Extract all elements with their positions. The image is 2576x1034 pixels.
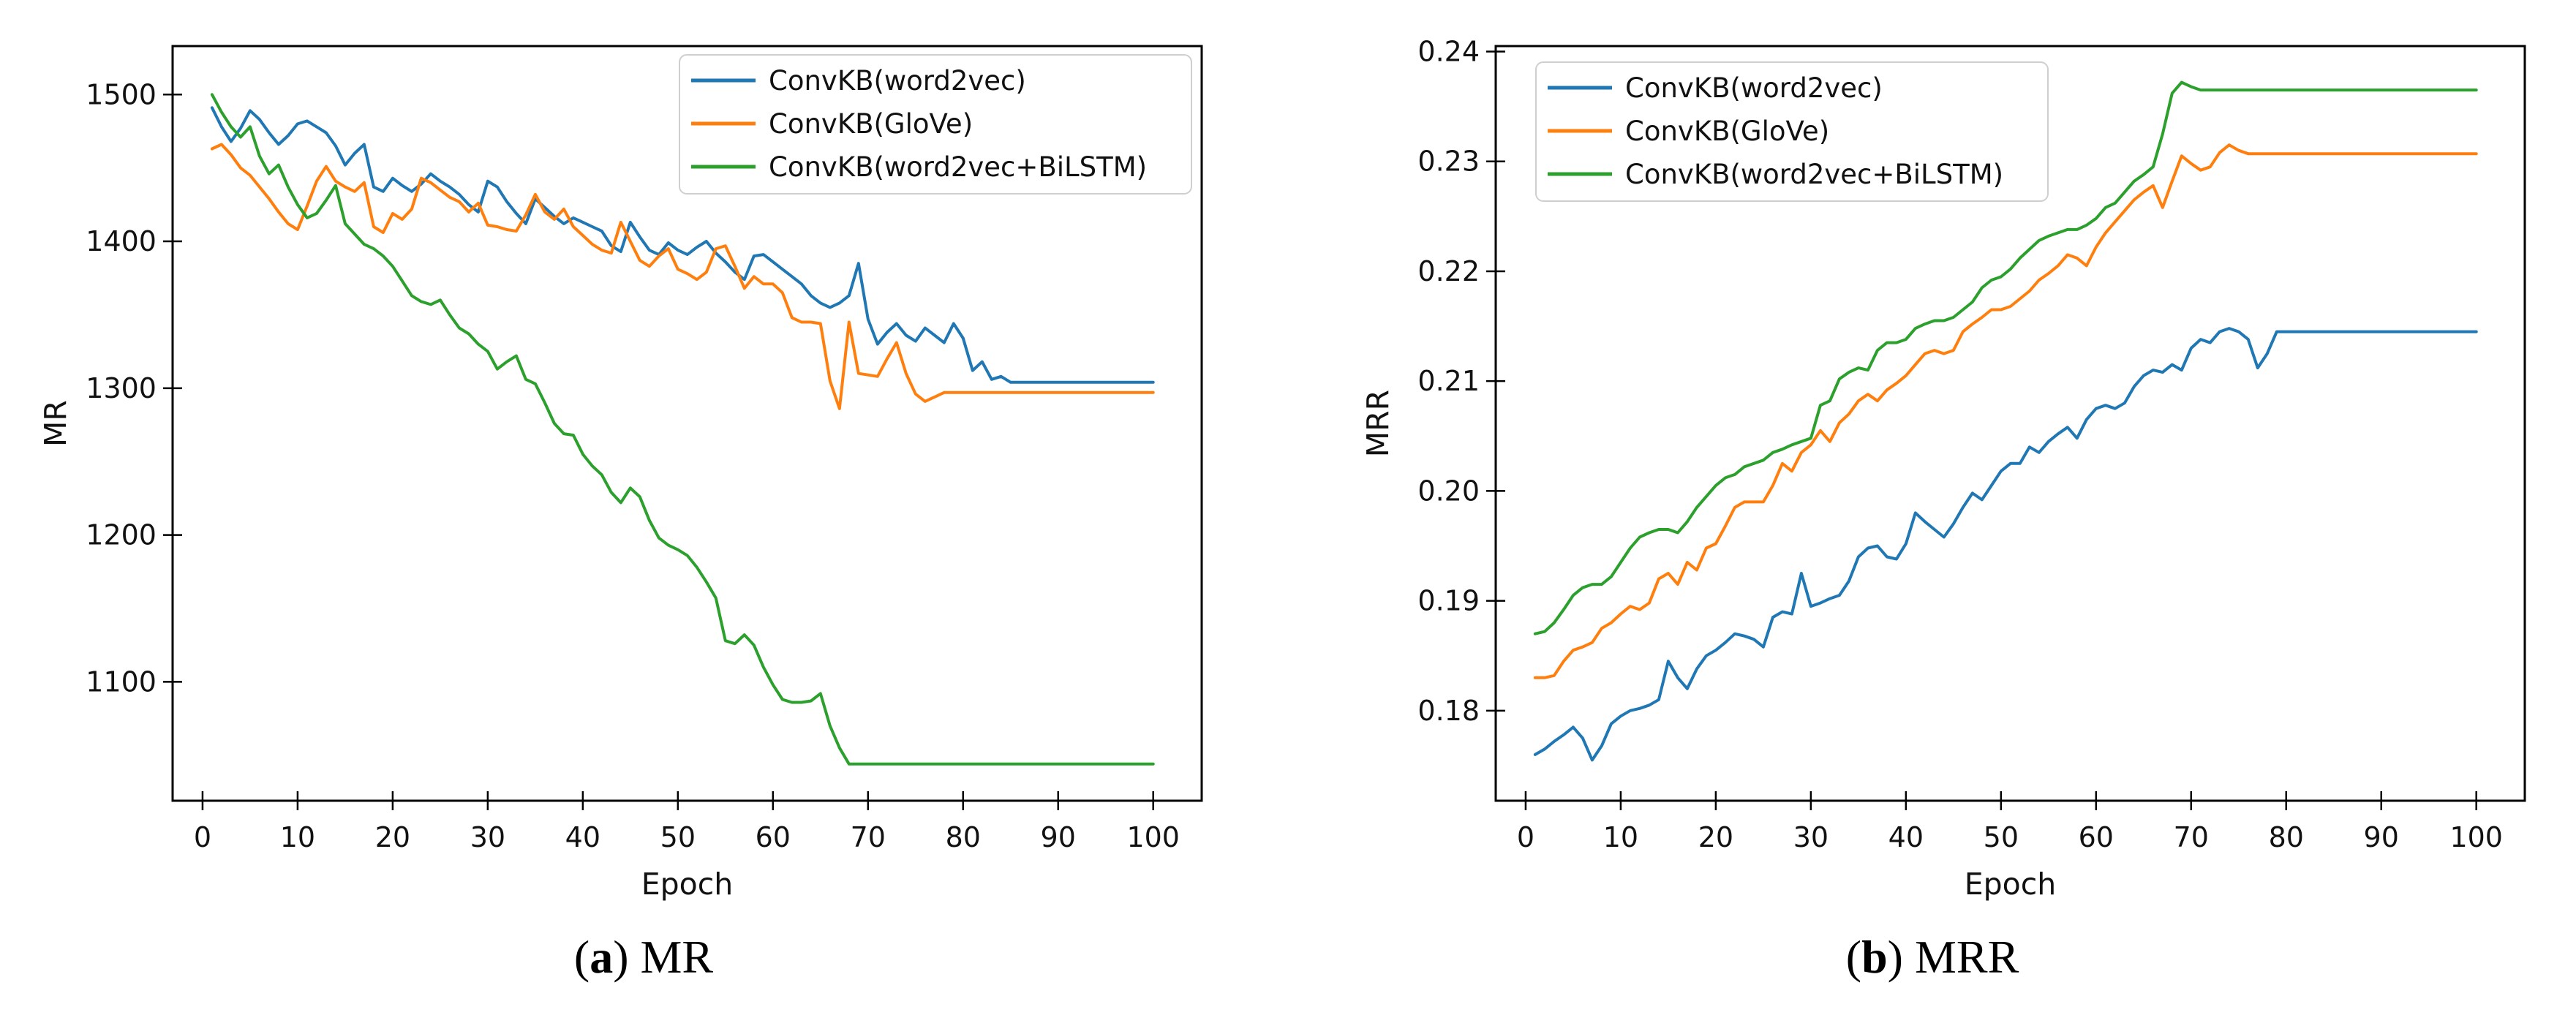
mrr-x-tick-label: 10 (1603, 821, 1638, 853)
series-convkb-glove (1533, 143, 2478, 679)
mr-x-tick-label: 60 (756, 821, 791, 853)
mr-x-axis-label: Epoch (641, 867, 734, 902)
mrr-x-tick-label: 0 (1517, 821, 1534, 853)
series-convkb-word2vec (1533, 327, 2478, 762)
mrr-x-tick-label: 50 (1984, 821, 2019, 853)
mrr-y-tick-label: 0.23 (1417, 146, 1480, 178)
caption-a-label: MR (640, 931, 714, 983)
mrr-y-axis-label: MRR (1360, 390, 1396, 457)
mr-legend-label-convkb-word2vec-bilstm: ConvKB(word2vec+BiLSTM) (769, 151, 1147, 183)
mrr-x-tick-label: 60 (2079, 821, 2114, 853)
mr-x-tick-label: 30 (470, 821, 505, 853)
mrr-legend-label-convkb-glove: ConvKB(GloVe) (1625, 116, 1829, 147)
mr-plot-border (171, 45, 1203, 802)
caption-b-close: ) (1887, 931, 1915, 983)
mr-x-axis: 0 10 20 30 40 50 60 70 80 90 100 Epoch (194, 791, 1180, 902)
mrr-plot-border (1494, 45, 2526, 802)
mrr-y-axis: 0.18 0.19 0.20 0.21 0.22 0.23 0.24 MRR (1360, 36, 1505, 727)
caption-b-open: ( (1845, 931, 1862, 983)
series-convkb-word2vec-bilstm (210, 93, 1155, 766)
mrr-y-tick-label: 0.19 (1417, 585, 1480, 617)
mrr-legend-label-convkb-word2vec-bilstm: ConvKB(word2vec+BiLSTM) (1625, 159, 2003, 190)
caption-b-label: MRR (1914, 931, 2019, 983)
mrr-chart: 0 10 20 30 40 50 60 70 80 90 100Epoch0.180.190.200… (1360, 36, 2526, 902)
mrr-legend-label-convkb-word2vec: ConvKB(word2vec) (1625, 72, 1883, 104)
series-convkb-word2vec-bilstm (1533, 80, 2478, 635)
mr-y-tick-label: 1200 (86, 519, 157, 551)
mr-y-axis: 1100 1200 1300 1400 1500 MR (38, 78, 182, 698)
mr-x-tick-label: 50 (660, 821, 696, 853)
mr-legend-label-convkb-word2vec: ConvKB(word2vec) (769, 65, 1026, 97)
caption-a-letter: a (590, 931, 614, 983)
mr-x-tick-label: 0 (194, 821, 211, 853)
mr-y-axis-label: MR (38, 400, 73, 447)
mr-x-tick-label: 100 (1126, 821, 1180, 853)
mrr-x-tick-label: 80 (2269, 821, 2304, 853)
mrr-y-tick-label: 0.22 (1417, 255, 1480, 287)
mr-x-tick-label: 40 (565, 821, 600, 853)
mr-x-tick-label: 90 (1041, 821, 1076, 853)
mrr-x-tick-label: 70 (2174, 821, 2209, 853)
mr-chart: 0 10 20 30 40 50 60 70 80 90 100Epoch1100120013001… (38, 45, 1203, 902)
mr-y-tick-label: 1300 (86, 372, 157, 404)
mrr-x-tick-label: 20 (1698, 821, 1733, 853)
series-convkb-word2vec (210, 106, 1155, 384)
mr-y-tick-label: 1500 (86, 78, 157, 110)
mr-legend-label-convkb-glove: ConvKB(GloVe) (769, 108, 973, 140)
caption-a-open: ( (573, 931, 590, 983)
mrr-legend-box (1535, 61, 2049, 202)
mrr-x-tick-label: 30 (1793, 821, 1829, 853)
caption-b-letter: b (1861, 931, 1888, 983)
mr-legend-box (679, 54, 1192, 195)
mrr-legend: ConvKB(word2vec) ConvKB(GloVe) ConvKB(word… (1535, 61, 2049, 202)
mr-x-tick-label: 80 (946, 821, 981, 853)
mrr-y-tick-label: 0.21 (1417, 365, 1480, 397)
series-convkb-glove (210, 143, 1155, 410)
caption-b: (b) MRR (1289, 930, 2576, 984)
mr-y-tick-label: 1100 (86, 665, 157, 698)
mrr-x-axis-label: Epoch (1965, 867, 2057, 902)
mrr-x-axis: 0 10 20 30 40 50 60 70 80 90 100 Epoch (1517, 791, 2503, 902)
mrr-x-tick-label: 90 (2364, 821, 2399, 853)
mrr-x-tick-label: 100 (2449, 821, 2503, 853)
mr-legend: ConvKB(word2vec) ConvKB(GloVe) ConvKB(word… (679, 54, 1192, 195)
caption-a-close: ) (613, 931, 641, 983)
mrr-x-tick-label: 40 (1888, 821, 1924, 853)
mrr-y-tick-label: 0.18 (1417, 695, 1480, 727)
mrr-y-tick-label: 0.24 (1417, 36, 1480, 68)
mr-x-tick-label: 70 (851, 821, 886, 853)
mr-x-tick-label: 10 (280, 821, 315, 853)
mrr-y-tick-label: 0.20 (1417, 475, 1480, 507)
caption-a: (a) MR (0, 930, 1287, 984)
mr-x-tick-label: 20 (375, 821, 410, 853)
mr-y-tick-label: 1400 (86, 225, 157, 257)
